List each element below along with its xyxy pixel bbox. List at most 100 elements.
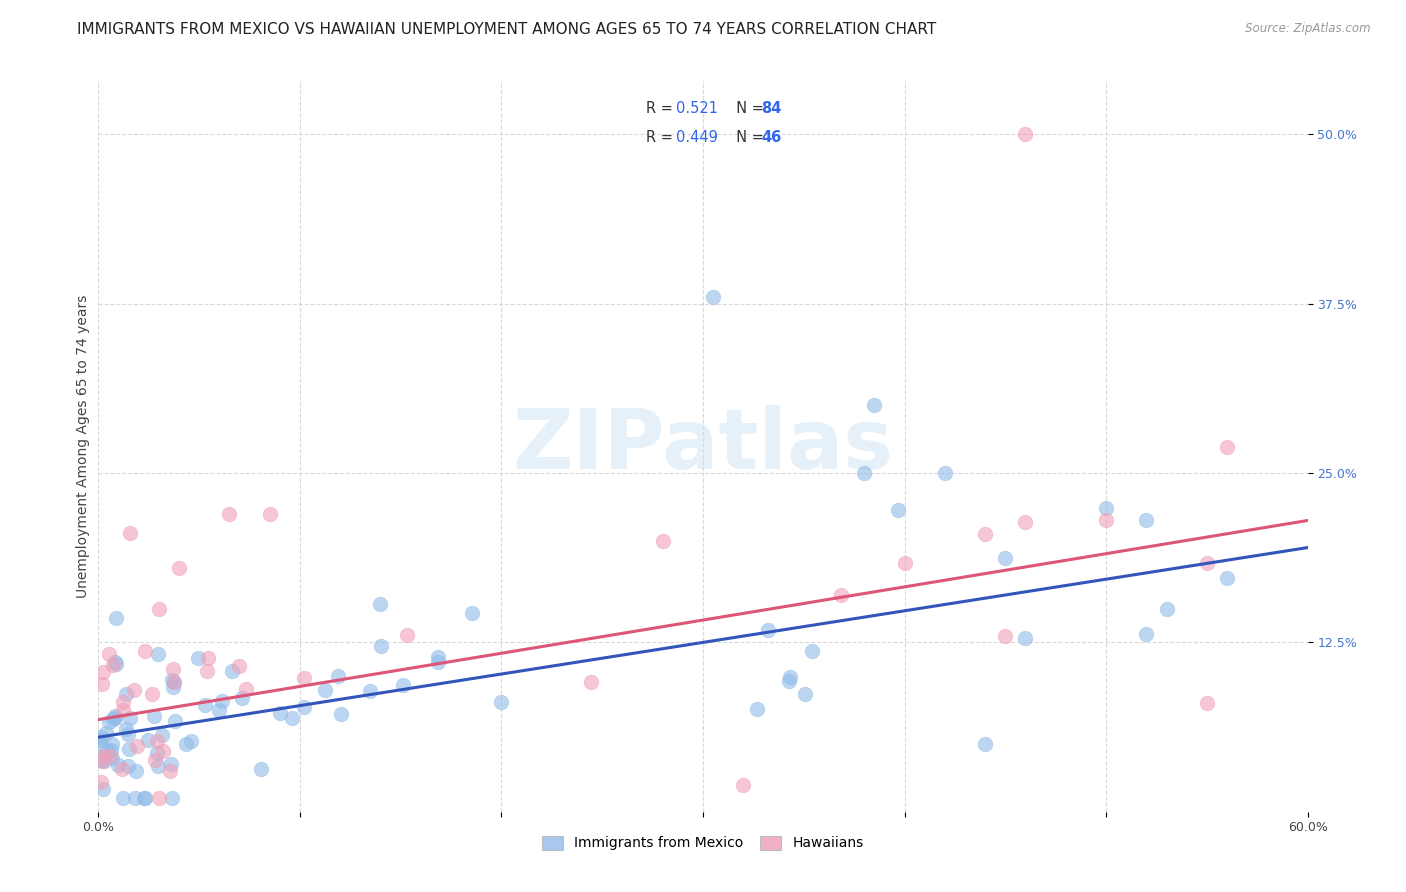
Point [228,658,250,673]
Point [489,695,512,709]
Point [141,687,163,701]
Point [103,712,125,726]
Point [893,556,915,570]
Point [160,791,183,805]
Point [314,683,336,698]
Point [396,627,419,641]
Legend: Immigrants from Mexico, Hawaiians: Immigrants from Mexico, Hawaiians [537,830,869,856]
Point [1135,626,1157,640]
Text: 0.449: 0.449 [676,130,718,145]
Point [163,675,186,690]
Point [98,749,121,764]
Point [1216,441,1239,455]
Point [235,682,257,697]
Point [104,708,127,723]
Point [125,764,148,779]
Point [159,764,181,778]
Point [162,662,184,676]
Point [132,791,155,805]
Point [292,699,315,714]
Text: N =: N = [727,130,769,145]
Point [221,664,243,678]
Point [145,734,167,748]
Point [143,753,166,767]
Point [111,762,134,776]
Point [97,714,120,729]
Point [249,762,271,776]
Point [218,507,240,521]
Point [89,733,111,747]
Point [104,710,127,724]
Point [160,673,183,687]
Point [100,742,122,756]
Point [142,709,165,723]
Point [105,657,128,672]
Point [145,746,167,760]
Point [180,734,202,748]
Point [103,657,125,672]
Point [159,757,181,772]
Point [793,688,815,702]
Point [174,737,197,751]
Point [1095,513,1118,527]
Point [91,749,114,764]
Point [197,651,219,665]
Point [702,290,724,304]
Text: 0.521: 0.521 [676,101,718,116]
Point [93,665,115,679]
Point [91,739,114,753]
Point [167,561,190,575]
Point [107,757,129,772]
Point [148,791,170,805]
Text: 84: 84 [761,101,782,116]
Point [853,466,876,480]
Point [211,694,233,708]
Point [1014,515,1036,529]
Point [259,507,281,521]
Point [1014,128,1036,142]
Point [330,707,353,722]
Point [134,644,156,658]
Point [90,730,112,744]
Text: ZIPatlas: ZIPatlas [513,406,893,486]
Point [117,759,139,773]
Text: IMMIGRANTS FROM MEXICO VS HAWAIIAN UNEMPLOYMENT AMONG AGES 65 TO 74 YEARS CORREL: IMMIGRANTS FROM MEXICO VS HAWAIIAN UNEMP… [77,22,936,37]
Point [94,726,117,740]
Point [93,755,115,769]
Point [326,669,349,683]
Point [112,695,135,709]
Point [974,526,997,541]
Point [427,649,450,664]
Point [733,778,755,792]
Point [148,601,170,615]
Point [91,677,114,691]
Point [111,791,134,805]
Text: 46: 46 [761,130,782,145]
Point [146,759,169,773]
Point [1095,500,1118,515]
Point [91,753,114,767]
Point [581,675,603,690]
Point [98,647,121,661]
Point [96,744,118,758]
Point [117,741,139,756]
Point [134,791,156,805]
Point [162,680,184,694]
Text: Source: ZipAtlas.com: Source: ZipAtlas.com [1246,22,1371,36]
Point [120,711,142,725]
Point [90,774,112,789]
Point [115,722,138,736]
Point [651,533,673,548]
Point [934,466,956,480]
Point [197,664,219,678]
Point [427,655,450,669]
Point [163,674,186,689]
Point [1156,602,1178,616]
Point [1135,514,1157,528]
Point [779,670,801,684]
Point [800,644,823,658]
Point [101,737,124,751]
Point [281,711,304,725]
Point [368,597,391,611]
Point [269,706,291,720]
